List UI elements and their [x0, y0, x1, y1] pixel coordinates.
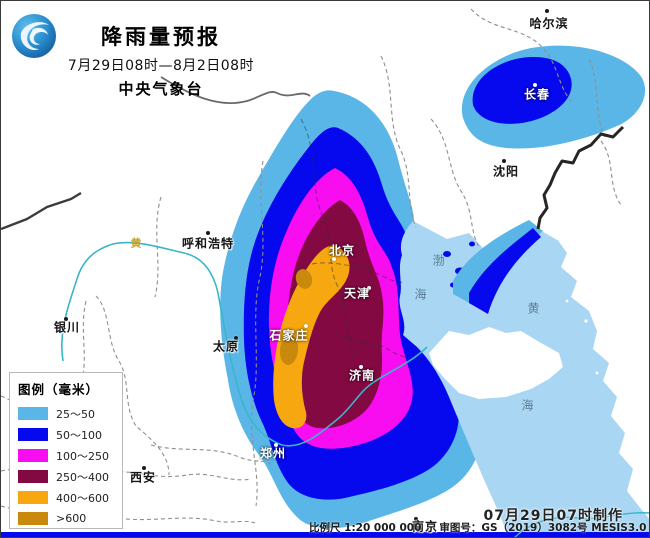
country-border-yalu [536, 125, 625, 230]
city-dot [234, 336, 238, 340]
legend-rows: 25～50 50～100 100～250 250～400 400～600 >600 [18, 403, 114, 529]
review-number: 审图号：GS（2019）3082号 MESIS3.0 [439, 522, 647, 534]
legend-swatch [18, 491, 48, 504]
korea-peninsula [538, 121, 649, 519]
country-border-mongolia [1, 191, 82, 231]
shandong-peninsula [429, 327, 563, 399]
legend-swatch [18, 470, 48, 483]
city-dot [206, 231, 210, 235]
legend-label: 400～600 [56, 491, 109, 505]
city-dot [414, 517, 418, 521]
legend-swatch [18, 512, 48, 525]
northeast-band-50-100 [472, 57, 572, 124]
city-dot [502, 159, 506, 163]
cma-logo [12, 14, 56, 58]
legend-title: 图例（毫米） [18, 382, 100, 397]
legend-label: 250～400 [56, 470, 109, 484]
band-gt600-spot [279, 335, 299, 365]
legend-item: 100～250 [18, 445, 114, 466]
city-dot [332, 257, 336, 261]
yellow-river [61, 241, 428, 447]
legend-swatch [18, 407, 48, 420]
legend-swatch [18, 449, 48, 462]
legend-item: 250～400 [18, 466, 114, 487]
liaoning-coastal-band-50-100 [469, 228, 541, 314]
southern-band-50-100-strip [1, 532, 649, 537]
band-250-400-region [285, 200, 384, 429]
band-gt600-spot [295, 269, 313, 289]
city-dot [304, 324, 308, 328]
legend-swatch [18, 428, 48, 441]
country-border-north [160, 76, 311, 105]
city-dot [359, 365, 363, 369]
city-dot [545, 9, 549, 13]
city-dot [274, 443, 278, 447]
legend-box: 图例（毫米） 25～50 50～100 100～250 250～400 400～600 >… [9, 372, 123, 529]
band-400-600-region [273, 245, 350, 429]
legend-label: 25～50 [56, 407, 95, 421]
map-credits: 比例尺 1:20 000 000 审图号：GS（2019）3082号 MESIS… [309, 520, 646, 535]
made-at-timestamp: 07月29日07时制作 [483, 508, 623, 524]
city-dot [142, 466, 146, 470]
city-dot [64, 317, 68, 321]
korea-islands [565, 299, 603, 375]
legend-item: 400～600 [18, 487, 114, 508]
legend-item: 25～50 [18, 403, 114, 424]
city-dot [367, 286, 371, 290]
legend-item: >600 [18, 508, 114, 529]
legend-label: 100～250 [56, 449, 109, 463]
province-borders-over-bands [296, 118, 422, 362]
yangtze-river [514, 512, 649, 537]
city-dot [533, 83, 537, 87]
legend-item: 50～100 [18, 424, 114, 445]
map-scale: 比例尺 1:20 000 000 [309, 522, 422, 534]
legend-label: 50～100 [56, 428, 102, 442]
legend-label: >600 [56, 512, 87, 525]
